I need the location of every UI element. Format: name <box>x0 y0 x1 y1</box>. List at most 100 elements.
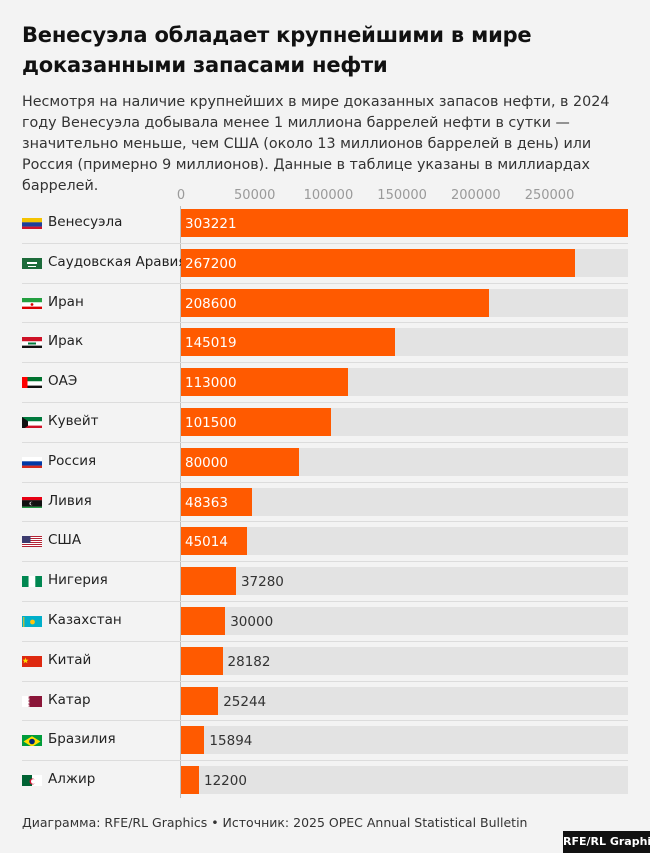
country-label: Китай <box>48 651 92 668</box>
bar-row: Кувейт 101500 <box>0 402 650 442</box>
data-label: 208600 <box>185 295 237 312</box>
data-label: 303221 <box>185 216 237 232</box>
x-tick-label: 250000 <box>524 188 575 203</box>
x-tick-label: 100000 <box>303 188 354 203</box>
bar-track <box>181 766 628 795</box>
rferl-logo: RFE/RL Graphics <box>563 831 650 853</box>
bar <box>181 686 219 715</box>
bar-row: Иран 208600 <box>0 282 650 323</box>
qatar-flag-icon <box>22 694 42 707</box>
bar <box>181 607 226 635</box>
data-label: 113000 <box>185 375 237 392</box>
bar <box>181 248 575 277</box>
bar <box>181 368 348 397</box>
data-label: 145019 <box>185 335 237 352</box>
bar-track <box>181 686 628 715</box>
bar-track <box>181 646 628 675</box>
country-label: Ливия <box>48 492 92 509</box>
bar-track <box>181 726 628 755</box>
bar <box>181 766 199 795</box>
country-label: Нигерия <box>48 572 108 589</box>
bar <box>181 447 299 476</box>
bar-track <box>181 607 628 635</box>
country-label: Саудовская Аравия <box>48 253 187 270</box>
algeria-flag-icon <box>22 773 42 787</box>
bar-row: Казахстан 30000 <box>0 601 650 641</box>
data-label: 45014 <box>185 534 228 551</box>
bar-row: Венесуэла 303221 <box>0 203 650 243</box>
china-flag-icon <box>22 654 42 667</box>
bar <box>181 567 236 596</box>
row-divider <box>22 282 628 284</box>
chart-subtitle: Несмотря на наличие крупнейших в мире до… <box>22 94 610 194</box>
zero-axis-line <box>180 206 181 798</box>
kazakhstan-flag-icon <box>22 614 42 627</box>
venezuela-flag-icon <box>22 216 42 229</box>
russia-flag-icon <box>22 455 42 468</box>
country-label: Алжир <box>48 771 96 788</box>
row-divider <box>22 441 628 443</box>
data-label: 25244 <box>223 693 267 710</box>
bar-row: Саудовская Аравия 267200 <box>0 242 650 283</box>
data-label: 28182 <box>227 653 271 670</box>
nigeria-flag-icon <box>22 574 42 588</box>
country-label: Кувейт <box>48 413 99 429</box>
row-divider <box>22 680 628 682</box>
brazil-flag-icon <box>22 733 42 747</box>
chart-title: Венесуэла обладает крупнейшими в мире до… <box>22 23 532 77</box>
uae-flag-icon <box>22 375 42 389</box>
x-tick-label: 200000 <box>451 188 501 203</box>
bar <box>181 288 489 317</box>
bar-row: Ливия 48363 <box>0 481 650 522</box>
usa-flag-icon <box>22 534 42 548</box>
libya-flag-icon <box>22 495 42 508</box>
country-label: США <box>48 532 82 549</box>
data-label: 101500 <box>185 415 237 431</box>
bar-row: США 45014 <box>0 521 650 561</box>
bar <box>181 726 205 755</box>
row-divider <box>22 640 628 642</box>
country-label: Казахстан <box>48 612 122 628</box>
kuwait-flag-icon <box>22 415 42 428</box>
row-divider <box>22 561 628 563</box>
row-divider <box>22 362 628 364</box>
bar-row: Ирак 145019 <box>0 322 650 362</box>
iran-flag-icon <box>22 296 42 309</box>
row-divider <box>22 242 628 244</box>
bar <box>181 408 331 436</box>
x-tick-label: 50000 <box>234 188 276 203</box>
bar-row: Нигерия 37280 <box>0 561 650 601</box>
data-label: 15894 <box>209 733 253 750</box>
data-label: 37280 <box>240 574 284 591</box>
bar-row: Россия 80000 <box>0 441 650 482</box>
bar <box>181 209 628 237</box>
country-label: Катар <box>48 691 91 708</box>
data-label: 267200 <box>185 255 237 272</box>
x-tick-label: 0 <box>176 188 186 203</box>
bar-row: Катар 25244 <box>0 680 650 721</box>
country-label: Бразилия <box>48 731 116 748</box>
row-divider <box>22 521 628 523</box>
bar <box>181 646 223 675</box>
country-label: Ирак <box>48 333 84 350</box>
bar-track <box>181 487 628 516</box>
country-label: ОАЭ <box>48 373 78 390</box>
bar <box>181 527 248 556</box>
row-divider <box>22 720 628 722</box>
data-label: 30000 <box>230 614 274 630</box>
bar-row: Китай 28182 <box>0 640 650 681</box>
data-label: 12200 <box>203 773 247 790</box>
country-label: Венесуэла <box>48 214 123 230</box>
bar-row: ОАЭ 113000 <box>0 362 650 402</box>
row-divider <box>22 481 628 483</box>
iraq-flag-icon <box>22 335 42 349</box>
bar-row: Бразилия 15894 <box>0 720 650 760</box>
data-label: 80000 <box>185 454 228 471</box>
bar-track <box>181 527 628 556</box>
row-divider <box>22 601 628 602</box>
x-tick-label: 150000 <box>377 188 427 203</box>
row-divider <box>22 402 628 403</box>
saudi-arabia-flag-icon <box>22 256 42 269</box>
bar-track <box>181 567 628 596</box>
bar-row: Алжир 12200 <box>0 760 650 800</box>
